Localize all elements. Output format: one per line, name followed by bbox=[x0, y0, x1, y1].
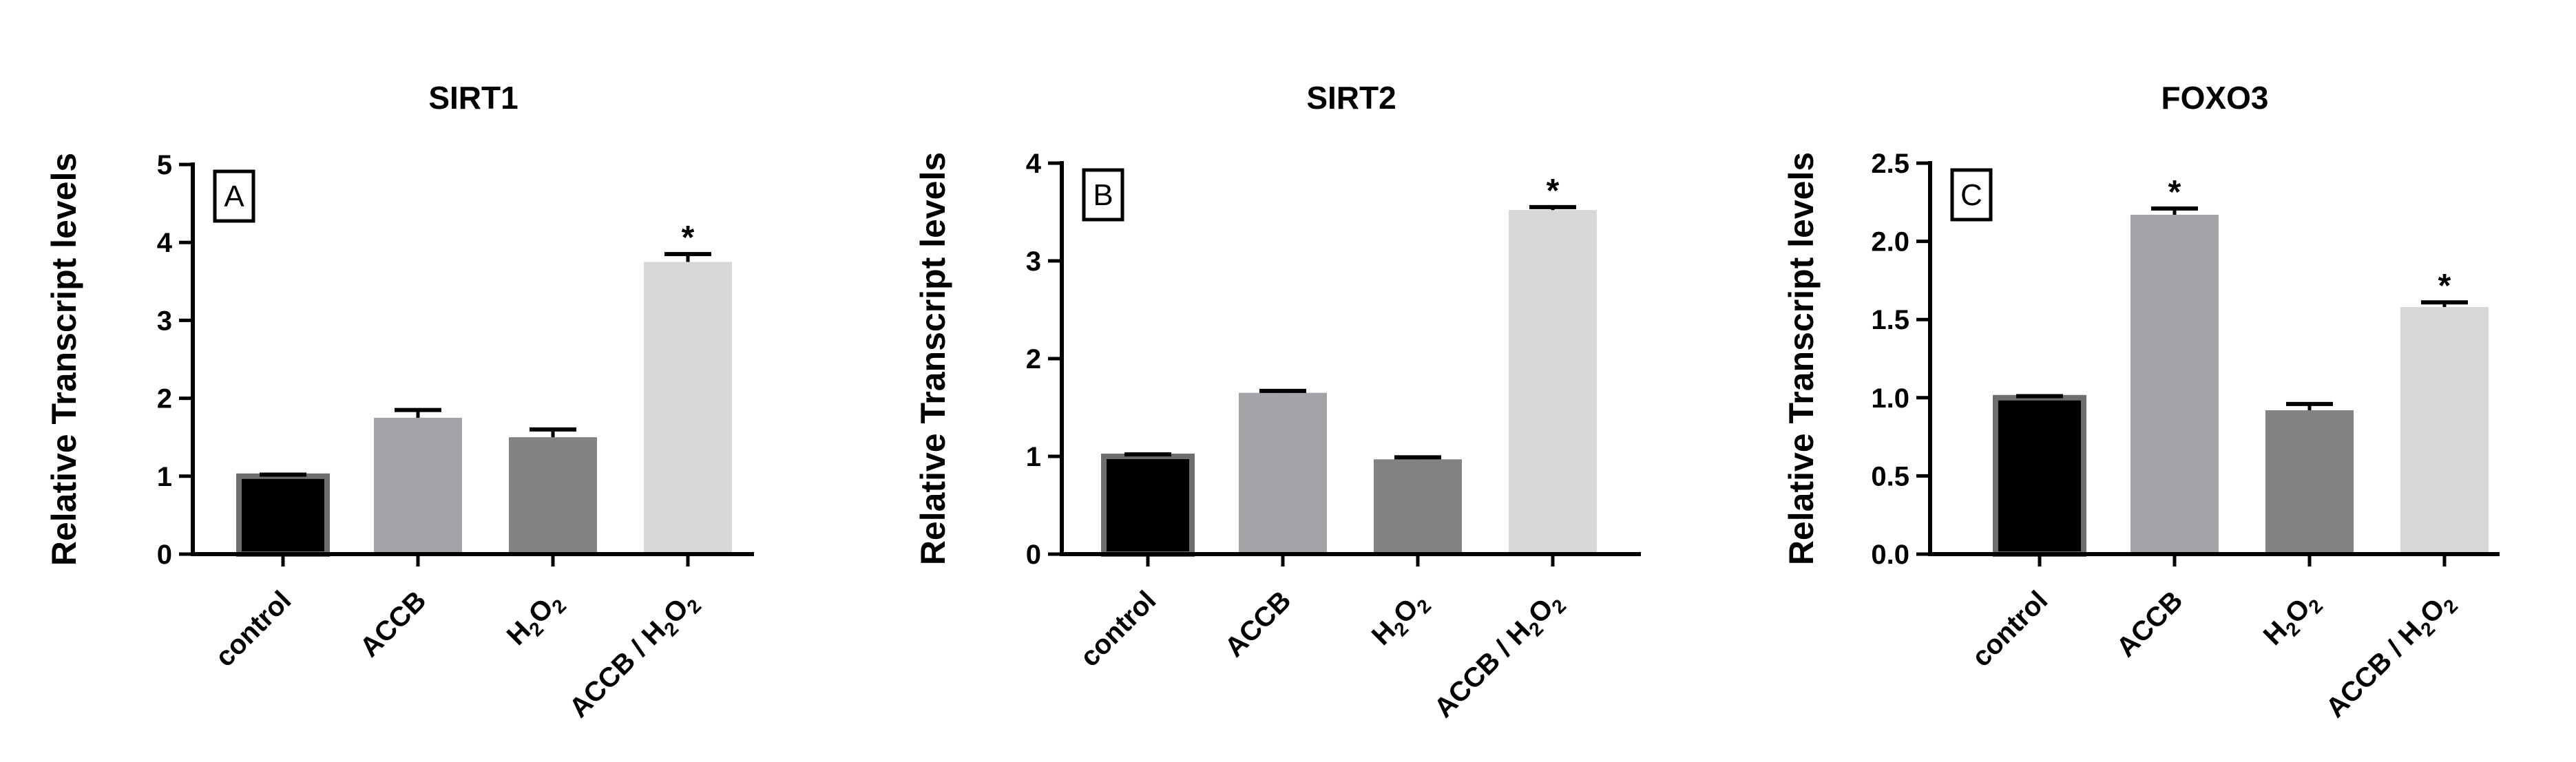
x-tick-label-text: ACCB / H bbox=[564, 615, 672, 723]
y-tick-label: 1 bbox=[157, 462, 172, 492]
bar bbox=[1374, 459, 1462, 554]
x-tick-label: ACCB / H2O2 bbox=[1429, 585, 1571, 727]
bar bbox=[509, 437, 597, 554]
bar bbox=[2130, 214, 2219, 554]
y-tick-label: 4 bbox=[157, 228, 173, 258]
x-tick-label: control bbox=[209, 585, 297, 673]
y-tick-label: 1.0 bbox=[1871, 383, 1909, 414]
bar bbox=[1509, 210, 1597, 554]
bar bbox=[2400, 307, 2489, 554]
y-tick-label: 0.5 bbox=[1871, 461, 1909, 491]
y-tick-label: 1.5 bbox=[1871, 305, 1909, 335]
bar bbox=[236, 473, 330, 557]
chart-panel-c: FOXO3 Relative Transcript levels control * A… bbox=[1782, 80, 2500, 727]
y-tick-label: 3 bbox=[1026, 246, 1041, 277]
x-tick-label: H2O2 bbox=[501, 585, 571, 655]
panel-label-box bbox=[213, 169, 255, 223]
chart-panel-b: SIRT2 Relative Transcript levels control AC… bbox=[914, 80, 1641, 727]
panel-label: B bbox=[1093, 178, 1113, 212]
y-tick-label: 3 bbox=[157, 306, 172, 336]
panel-label-box bbox=[1950, 168, 1993, 222]
x-tick-label-text: control bbox=[209, 585, 297, 673]
y-tick-label: 1 bbox=[1026, 442, 1041, 472]
x-tick-label: control bbox=[1966, 585, 2053, 673]
panel-label-box bbox=[1082, 168, 1124, 222]
x-tick-label: control bbox=[1074, 585, 1162, 673]
x-tick-label: ACCB bbox=[1219, 585, 1297, 663]
bar bbox=[1993, 394, 2086, 557]
bar bbox=[644, 262, 732, 554]
significance-marker: * bbox=[682, 220, 695, 256]
significance-marker: * bbox=[2438, 268, 2451, 304]
chart-title: FOXO3 bbox=[2161, 80, 2269, 116]
y-axis-label: Relative Transcript levels bbox=[45, 153, 83, 566]
x-tick-label-text: ACCB / H bbox=[2321, 615, 2429, 723]
bar bbox=[374, 417, 462, 554]
bar bbox=[2265, 410, 2354, 554]
y-tick-label: 2.5 bbox=[1871, 149, 1909, 179]
x-tick-label: H2O2 bbox=[1366, 585, 1436, 655]
x-tick-label: ACCB bbox=[2111, 585, 2189, 663]
y-tick-label: 5 bbox=[157, 150, 172, 180]
x-tick-label: ACCB / H2O2 bbox=[2321, 585, 2462, 727]
y-tick-label: 2 bbox=[157, 384, 172, 414]
y-tick-label: 4 bbox=[1026, 149, 1042, 179]
x-tick-label: H2O2 bbox=[2258, 585, 2327, 655]
y-axis-label: Relative Transcript levels bbox=[1782, 152, 1821, 565]
y-tick-label: 0.0 bbox=[1871, 540, 1909, 570]
chart-panel-a: SIRT1 Relative Transcript levels control AC… bbox=[45, 80, 754, 727]
panel-label: C bbox=[1960, 178, 1982, 212]
x-tick-label-text: control bbox=[1074, 585, 1162, 673]
x-tick-label-text: ACCB bbox=[2111, 585, 2189, 663]
x-tick-label: ACCB bbox=[355, 585, 432, 663]
bar bbox=[1239, 392, 1327, 554]
y-tick-label: 2.0 bbox=[1871, 227, 1909, 257]
x-tick-label: ACCB / H2O2 bbox=[564, 585, 706, 727]
y-tick-label: 2 bbox=[1026, 344, 1041, 374]
y-tick-label: 0 bbox=[157, 540, 172, 570]
significance-marker: * bbox=[1547, 173, 1560, 209]
chart-title: SIRT1 bbox=[428, 80, 518, 116]
bar bbox=[1101, 454, 1195, 557]
x-tick-label-text: ACCB / H bbox=[1429, 615, 1537, 723]
x-tick-label-text: control bbox=[1966, 585, 2053, 673]
x-tick-label-text: ACCB bbox=[1219, 585, 1297, 663]
significance-marker: * bbox=[2168, 174, 2181, 211]
y-axis-label: Relative Transcript levels bbox=[914, 152, 952, 565]
x-tick-label-text: ACCB bbox=[355, 585, 432, 663]
chart-title: SIRT2 bbox=[1306, 80, 1396, 116]
y-tick-label: 0 bbox=[1026, 540, 1041, 570]
panel-label: A bbox=[224, 180, 244, 213]
